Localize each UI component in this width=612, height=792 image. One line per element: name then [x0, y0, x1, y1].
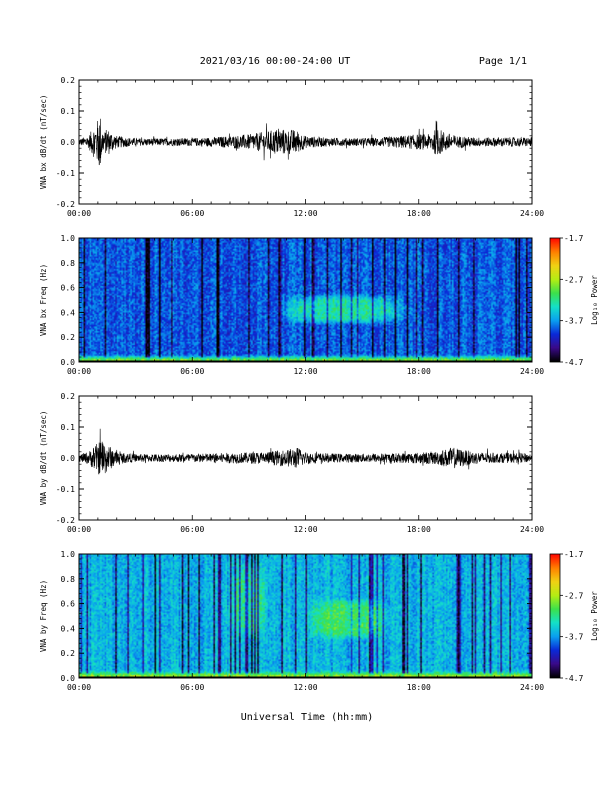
- panel-3-xtick-label: 06:00: [180, 525, 204, 534]
- panel-2-ytick-label: 0.0: [61, 358, 76, 367]
- panel-4-colorbar-tick-label: -3.7: [564, 633, 583, 642]
- panel-3-ytick-label: 0.0: [61, 454, 76, 463]
- date-range-title: 2021/03/16 00:00-24:00 UT: [200, 56, 351, 67]
- panel-4-colorbar-tick-label: -4.7: [564, 674, 583, 683]
- panel-3-xtick-label: 12:00: [293, 525, 317, 534]
- panel-4-xtick-label: 00:00: [67, 683, 91, 692]
- panel-4-colorbar-tick-label: -2.7: [564, 591, 583, 600]
- panel-1-y-axis-label: VNA bx dB/dt (nT/sec): [39, 95, 48, 190]
- panel-2-xtick-label: 18:00: [407, 367, 431, 376]
- panel-2-xtick-label: 12:00: [293, 367, 317, 376]
- page-number: Page 1/1: [479, 56, 527, 67]
- panel-4-spectrogram: [79, 554, 532, 678]
- panel-4-xtick-label: 06:00: [180, 683, 204, 692]
- panel-4-ytick-label: 0.4: [61, 624, 76, 633]
- colorbars: -1.7 -2.7 -3.7 -4.7 Log₁₀ Power -1.7 -2.7 -3.7 -…: [549, 234, 599, 683]
- waveform-traces: [78, 118, 533, 475]
- panel-1-xtick-label: 12:00: [293, 209, 317, 218]
- panel-2-y-axis-label: VNA bx Freq (Hz): [39, 264, 48, 336]
- panel-3-xtick-label: 24:00: [520, 525, 544, 534]
- panel-3-ytick-label: -0.2: [56, 516, 75, 525]
- panel-1-ytick-label: -0.2: [56, 200, 75, 209]
- panel-3-ytick-label: 0.1: [61, 423, 76, 432]
- panel-4-xtick-label: 18:00: [407, 683, 431, 692]
- panel-2-ytick-label: 0.2: [61, 333, 76, 342]
- panel-3-waveform-trace: [78, 428, 533, 475]
- panel-2-colorbar-tick-label: -4.7: [564, 358, 583, 367]
- panel-4-xtick-label: 12:00: [293, 683, 317, 692]
- panel-4-colorbar-frame: [549, 553, 561, 679]
- panel-4-ytick-label: 0.2: [61, 649, 76, 658]
- panel-2-ytick-label: 0.6: [61, 284, 76, 293]
- x-axis-title: Universal Time (hh:mm): [241, 712, 373, 723]
- panel-1-xtick-label: 06:00: [180, 209, 204, 218]
- panel-2-xtick-label: 24:00: [520, 367, 544, 376]
- panel-3-xtick-label: 00:00: [67, 525, 91, 534]
- panel-1-xtick-label: 24:00: [520, 209, 544, 218]
- panel-2-ytick-label: 0.8: [61, 259, 76, 268]
- panel-1-ytick-label: -0.1: [56, 169, 75, 178]
- panel-3-xtick-label: 18:00: [407, 525, 431, 534]
- panel-4-ytick-label: 1.0: [61, 550, 76, 559]
- panel-3-ytick-label: 0.2: [61, 392, 76, 401]
- panel-1-ytick-label: 0.1: [61, 107, 76, 116]
- panel-1-waveform-trace: [78, 118, 533, 166]
- panel-2-colorbar: [550, 238, 560, 362]
- panel-4-xtick-label: 24:00: [520, 683, 544, 692]
- panel-2-colorbar-tick-label: -3.7: [564, 317, 583, 326]
- panel-2-colorbar-frame: [549, 237, 561, 363]
- panel-4-ytick-label: 0.6: [61, 600, 76, 609]
- panel-4-y-axis-label: VNA by Freq (Hz): [39, 580, 48, 652]
- panel-2-colorbar-label: Log₁₀ Power: [590, 275, 599, 325]
- panel-2-colorbar-tick-label: -2.7: [564, 275, 583, 284]
- panel-4-colorbar-label: Log₁₀ Power: [590, 591, 599, 641]
- panel-1-xtick-label: 18:00: [407, 209, 431, 218]
- spectrogram-images: [79, 238, 532, 678]
- panel-1-ytick-label: 0.2: [61, 76, 76, 85]
- panel-2-xtick-label: 00:00: [67, 367, 91, 376]
- panel-1-ytick-label: 0.0: [61, 138, 76, 147]
- panel-3-ytick-label: -0.1: [56, 485, 75, 494]
- panel-4-ytick-label: 0.8: [61, 575, 76, 584]
- panel-4-colorbar-tick-label: -1.7: [564, 550, 583, 559]
- panel-2-spectrogram: [79, 238, 532, 362]
- panel-2-xtick-label: 06:00: [180, 367, 204, 376]
- panel-2-colorbar-tick-label: -1.7: [564, 234, 583, 243]
- axes: 0.20.10.0-0.1-0.200:00 06:00 12:00 18:00 24:…: [39, 76, 544, 692]
- panel-4-colorbar: [550, 554, 560, 678]
- panel-2-ytick-label: 0.4: [61, 308, 76, 317]
- panel-3-y-axis-label: VNA by dB/dt (nT/sec): [39, 411, 48, 506]
- panel-4-ytick-label: 0.0: [61, 674, 76, 683]
- panel-1-xtick-label: 00:00: [67, 209, 91, 218]
- panel-2-ytick-label: 1.0: [61, 234, 76, 243]
